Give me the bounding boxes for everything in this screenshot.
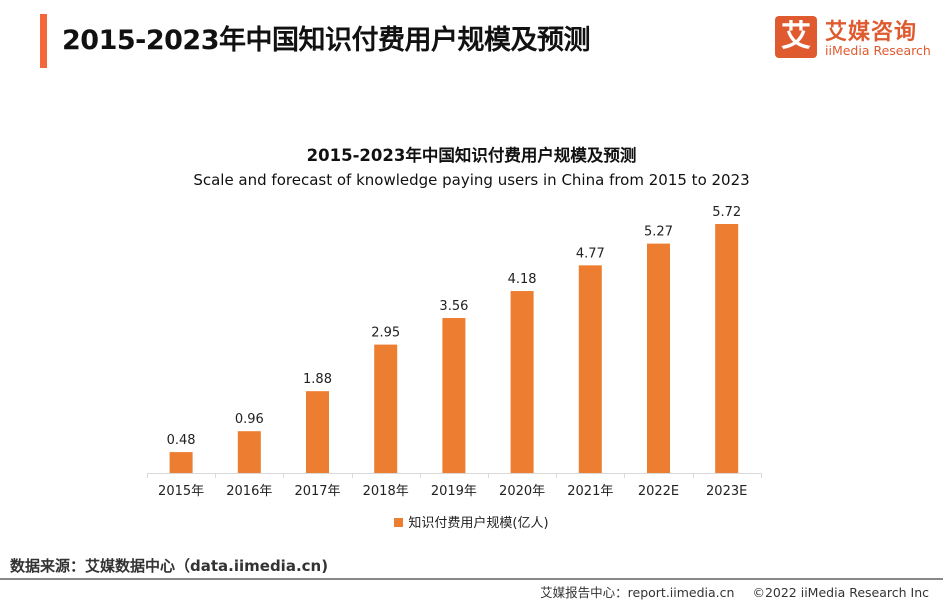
x-tick-label: 2023E: [706, 484, 747, 499]
data-label: 4.77: [576, 246, 605, 261]
logo-name-en: iiMedia Research: [825, 43, 931, 58]
bar: [647, 243, 670, 473]
footer-divider: [0, 578, 943, 580]
bar: [374, 344, 398, 473]
page-title: 2015-2023年中国知识付费用户规模及预测: [62, 25, 591, 56]
data-label: 3.56: [439, 299, 468, 314]
x-tick-label: 2016年: [226, 484, 272, 499]
x-tick-label: 2022E: [638, 484, 679, 499]
iimedia-logo: 艾 艾媒咨询 iiMedia Research: [775, 16, 935, 62]
data-source: 数据来源：艾媒数据中心（data.iimedia.cn): [10, 557, 329, 575]
bar-chart: 0.48 2015年 0.96 2016年 1.88 2017年 2.95 2018年 3.56…: [147, 205, 762, 499]
bar: [169, 452, 193, 473]
data-label: 5.27: [644, 225, 673, 240]
x-tick-label: 2021年: [567, 484, 613, 499]
data-label: 5.72: [712, 205, 741, 220]
report-center: 艾媒报告中心：report.iimedia.cn: [540, 585, 735, 600]
x-tick-label: 2019年: [431, 484, 477, 499]
logo-name-cn: 艾媒咨询: [825, 20, 918, 45]
chart-subtitle: Scale and forecast of knowledge paying u…: [193, 171, 750, 189]
copyright: ©2022 iiMedia Research Inc: [752, 585, 929, 600]
bar: [715, 224, 739, 473]
data-label: 0.48: [167, 433, 196, 448]
x-tick-label: 2018年: [363, 484, 409, 499]
bar: [237, 431, 261, 473]
bar: [442, 318, 466, 473]
data-label: 0.96: [235, 412, 264, 427]
bar: [306, 391, 329, 473]
chart-legend: 知识付费用户规模(亿人): [0, 512, 943, 531]
legend-swatch: [394, 518, 404, 527]
x-tick-label: 2017年: [294, 484, 340, 499]
logo-icon: 艾: [775, 16, 817, 58]
bar: [578, 265, 602, 473]
footer: 艾媒报告中心：report.iimedia.cn ©2022 iiMedia Re…: [540, 582, 929, 601]
x-tick-label: 2020年: [499, 484, 545, 499]
data-label: 2.95: [371, 326, 400, 341]
title-accent-bar: [40, 14, 47, 68]
bar: [510, 291, 534, 473]
data-label: 4.18: [508, 272, 537, 287]
x-tick-label: 2015年: [158, 484, 204, 499]
legend-label: 知识付费用户规模(亿人): [408, 516, 549, 531]
chart-title: 2015-2023年中国知识付费用户规模及预测: [306, 146, 637, 165]
data-label: 1.88: [303, 372, 332, 387]
